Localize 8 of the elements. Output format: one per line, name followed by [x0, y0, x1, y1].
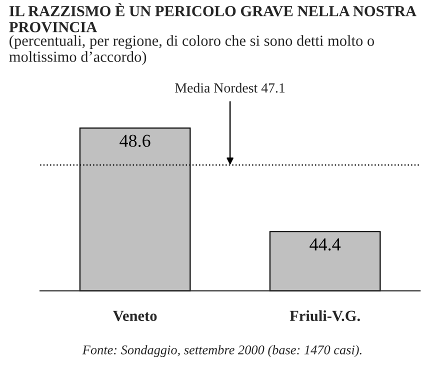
- source-note: Fonte: Sondaggio, settembre 2000 (base: 1470 casi).: [82, 345, 362, 358]
- x-tick-label: Veneto: [113, 310, 157, 322]
- data-label: 48.6: [120, 134, 150, 147]
- data-label: 44.4: [310, 238, 341, 251]
- ref-line-label: Media Nordest 47.1: [175, 82, 285, 93]
- chart-title: IL RAZZISMO È UN PERICOLO GRAVE NELLA NOSTRA PROVINCIA: [9, 3, 416, 32]
- chart-subtitle: (percentuali, per regione, di coloro che si sono detti molto o moltissimo d’accordo): [9, 35, 374, 66]
- x-tick-label: Friuli-V.G.: [290, 310, 360, 322]
